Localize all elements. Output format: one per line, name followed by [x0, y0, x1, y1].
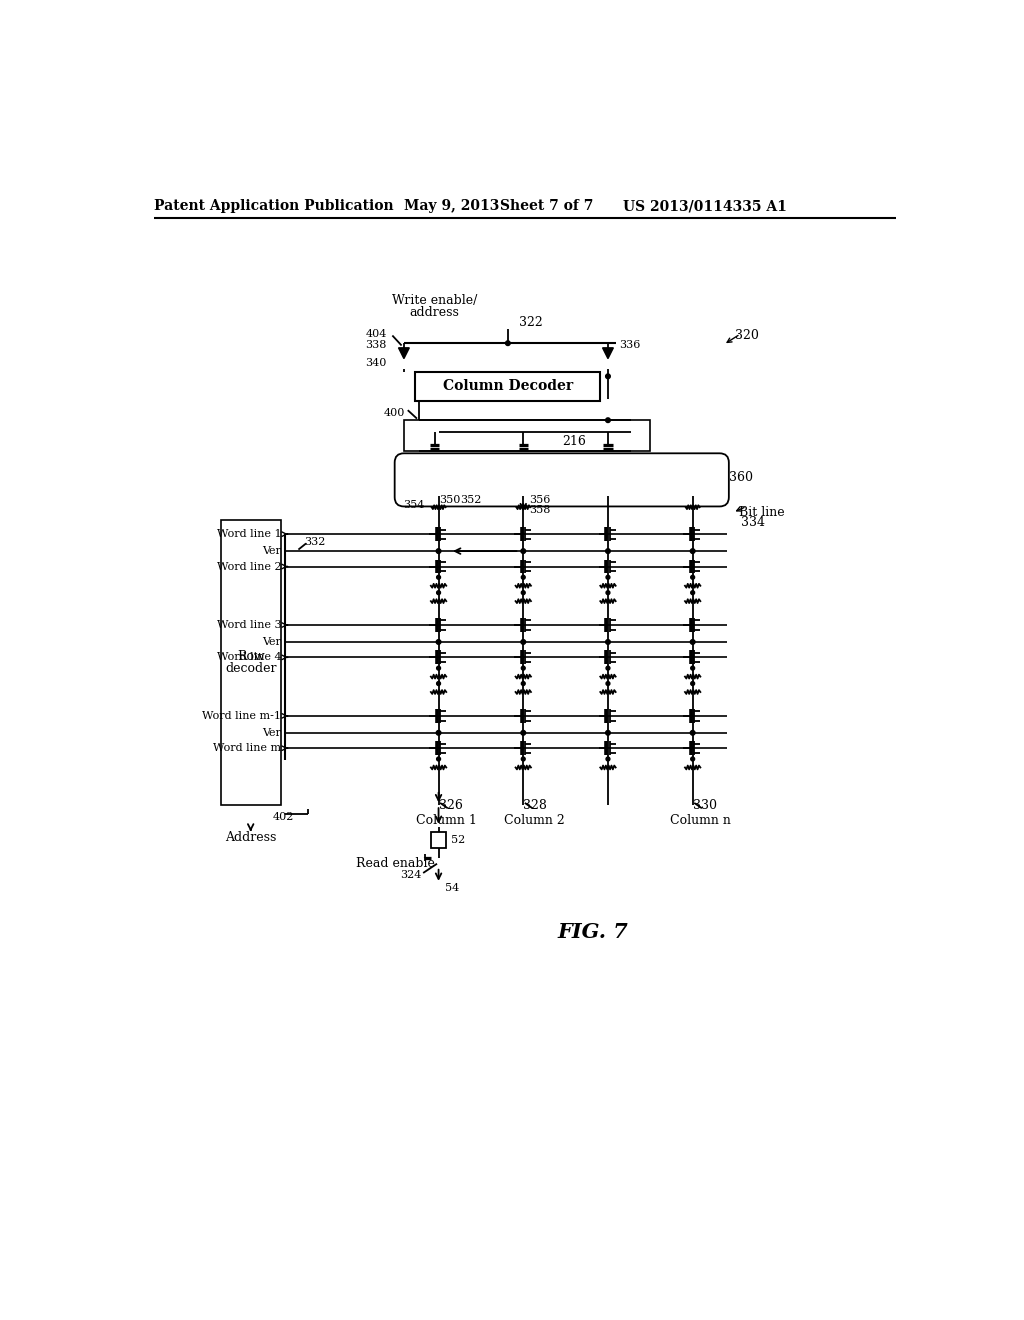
- Text: Word line m: Word line m: [213, 743, 282, 754]
- Text: 322: 322: [519, 315, 543, 329]
- Circle shape: [691, 758, 694, 760]
- Text: Word line 2: Word line 2: [217, 561, 282, 572]
- Circle shape: [605, 549, 610, 553]
- Text: Word line 1: Word line 1: [217, 529, 282, 539]
- Text: 328: 328: [523, 799, 547, 812]
- Circle shape: [436, 730, 441, 735]
- Text: 354: 354: [403, 500, 425, 510]
- Circle shape: [436, 667, 440, 671]
- Text: 54: 54: [444, 883, 459, 892]
- Circle shape: [521, 667, 525, 671]
- Circle shape: [521, 576, 525, 579]
- Text: Column Decoder: Column Decoder: [442, 379, 572, 393]
- Circle shape: [605, 418, 610, 422]
- Circle shape: [606, 667, 610, 671]
- Bar: [416, 372, 600, 401]
- Text: 360: 360: [729, 471, 753, 484]
- Circle shape: [691, 591, 694, 594]
- Text: Write enable/: Write enable/: [392, 294, 477, 308]
- Circle shape: [436, 549, 441, 553]
- Text: 334: 334: [741, 516, 765, 529]
- Circle shape: [606, 591, 610, 594]
- Circle shape: [606, 576, 610, 579]
- Circle shape: [436, 640, 441, 644]
- FancyBboxPatch shape: [394, 453, 729, 507]
- Text: Word line 3: Word line 3: [217, 620, 282, 630]
- Text: FIG. 7: FIG. 7: [557, 923, 628, 942]
- Circle shape: [690, 640, 695, 644]
- Text: decoder: decoder: [225, 663, 276, 676]
- Text: 336: 336: [620, 339, 641, 350]
- Circle shape: [521, 758, 525, 760]
- Text: Ver: Ver: [262, 638, 282, 647]
- Text: 330: 330: [692, 799, 717, 812]
- Bar: [221, 520, 281, 805]
- Text: Row: Row: [237, 649, 264, 663]
- Circle shape: [606, 681, 610, 685]
- Circle shape: [605, 730, 610, 735]
- Text: Column 2: Column 2: [505, 814, 565, 828]
- Bar: [431, 832, 446, 847]
- Circle shape: [436, 681, 440, 685]
- Text: 324: 324: [400, 870, 422, 879]
- Circle shape: [690, 549, 695, 553]
- Polygon shape: [602, 348, 613, 359]
- Circle shape: [436, 758, 440, 760]
- Text: 332: 332: [304, 537, 326, 546]
- Circle shape: [691, 576, 694, 579]
- Text: Word line m-1: Word line m-1: [203, 711, 282, 721]
- Circle shape: [436, 591, 440, 594]
- Text: Ver: Ver: [262, 546, 282, 556]
- Circle shape: [690, 730, 695, 735]
- Text: 352: 352: [460, 495, 481, 504]
- Text: Ver: Ver: [262, 727, 282, 738]
- Text: 402: 402: [273, 812, 294, 822]
- Text: 52: 52: [451, 834, 465, 845]
- Polygon shape: [398, 348, 410, 359]
- Circle shape: [691, 667, 694, 671]
- Text: address: address: [410, 306, 460, 319]
- Text: Word line 4: Word line 4: [217, 652, 282, 663]
- Text: Read enable: Read enable: [355, 857, 435, 870]
- Text: 356: 356: [529, 495, 551, 504]
- Text: Column 1: Column 1: [416, 814, 477, 828]
- Circle shape: [606, 758, 610, 760]
- Text: May 9, 2013: May 9, 2013: [403, 199, 500, 213]
- Circle shape: [521, 549, 525, 553]
- Circle shape: [521, 730, 525, 735]
- Text: US 2013/0114335 A1: US 2013/0114335 A1: [624, 199, 787, 213]
- Text: Bit line: Bit line: [739, 506, 784, 519]
- Text: 326: 326: [438, 799, 463, 812]
- Text: 340: 340: [366, 358, 387, 368]
- Text: Address: Address: [225, 832, 276, 843]
- Circle shape: [605, 374, 610, 379]
- Text: Sheet 7 of 7: Sheet 7 of 7: [500, 199, 594, 213]
- Circle shape: [605, 640, 610, 644]
- Text: 358: 358: [529, 504, 551, 515]
- Text: Column n: Column n: [670, 814, 731, 828]
- Text: 404: 404: [366, 329, 387, 339]
- Text: 320: 320: [735, 329, 759, 342]
- Circle shape: [521, 591, 525, 594]
- Circle shape: [506, 341, 510, 346]
- Text: 338: 338: [366, 339, 387, 350]
- Text: 400: 400: [384, 408, 406, 417]
- Text: 216: 216: [562, 436, 586, 449]
- Text: 350: 350: [439, 495, 461, 504]
- Circle shape: [521, 681, 525, 685]
- Circle shape: [521, 640, 525, 644]
- Bar: [403, 420, 650, 451]
- Circle shape: [436, 576, 440, 579]
- Text: Patent Application Publication: Patent Application Publication: [154, 199, 393, 213]
- Circle shape: [691, 681, 694, 685]
